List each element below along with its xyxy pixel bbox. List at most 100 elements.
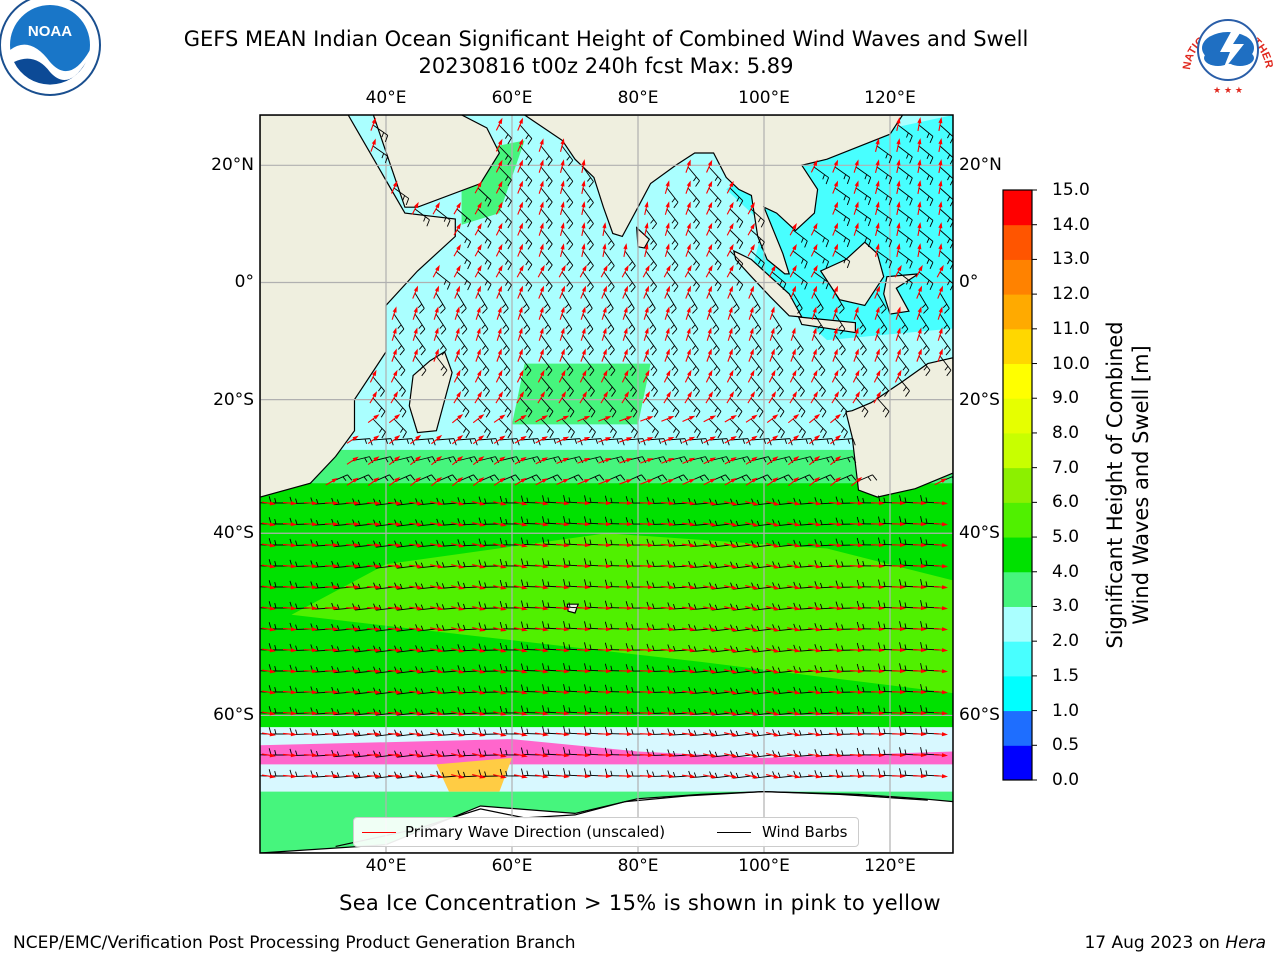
wind-barb-flag: [714, 197, 719, 203]
wind-barb-flag: [545, 328, 552, 335]
wave-direction-arrow: [474, 222, 482, 236]
wind-barb-flag: [714, 604, 718, 610]
wind-barb-flag: [405, 198, 410, 206]
wind-barb-flag: [630, 265, 636, 272]
wind-barb-flag: [274, 582, 277, 588]
wind-barb-flag: [840, 407, 845, 413]
wind-barb-flag: [652, 645, 655, 651]
wave-arrow-head: [917, 159, 922, 166]
wind-barb-flag: [400, 369, 406, 377]
wave-arrow-head: [875, 159, 880, 166]
wind-barb-staff: [834, 334, 846, 350]
wind-barb-flag: [545, 308, 551, 314]
wind-barb: [603, 418, 617, 439]
wind-barb-flag: [357, 520, 361, 526]
wind-barb-flag: [481, 324, 486, 329]
wind-barb-staff: [582, 355, 595, 371]
wind-barb-flag: [777, 541, 781, 547]
wind-barb: [813, 229, 829, 248]
wind-barb-staff: [397, 607, 416, 611]
wind-barb: [834, 418, 848, 439]
wind-barb-staff: [376, 544, 395, 548]
wave-direction-arrow: [538, 159, 544, 173]
wind-barb-flag: [507, 158, 512, 166]
wind-barb-flag: [888, 240, 893, 248]
wind-barb-staff: [729, 187, 744, 201]
wind-barb-flag: [507, 284, 512, 292]
wave-direction-arrow: [747, 223, 755, 236]
wind-barb-flag: [756, 772, 760, 778]
wind-barb-flag: [867, 240, 872, 248]
wave-direction-arrow: [874, 201, 880, 215]
wave-arrow-head: [938, 180, 943, 187]
wind-barb-staff: [834, 187, 850, 199]
wind-barb-flag: [714, 688, 718, 694]
wind-barb: [792, 376, 805, 397]
wind-barb-flag: [842, 411, 848, 418]
wind-barb-flag: [566, 219, 571, 224]
wind-barb-flag: [578, 474, 584, 481]
wind-barb-staff: [376, 586, 395, 590]
wind-barb-flag: [843, 431, 848, 439]
wind-barb-staff: [876, 355, 889, 371]
wind-barb-flag: [899, 558, 902, 566]
wind-barb-flag: [691, 324, 696, 329]
wind-barb-flag: [631, 624, 634, 630]
wind-barb: [708, 229, 722, 250]
wind-barb-flag: [650, 328, 657, 335]
wind-barb-flag: [798, 583, 802, 589]
wind-barb-staff: [540, 418, 554, 433]
wave-direction-arrow: [495, 222, 503, 236]
wind-barb-flag: [899, 768, 902, 776]
wind-barb-flag: [756, 520, 760, 526]
wind-barb: [813, 334, 825, 356]
wind-barb-staff: [477, 313, 489, 330]
wind-barb: [666, 271, 679, 293]
wind-barb-flag: [511, 457, 515, 463]
wind-barb-staff: [397, 544, 416, 548]
wind-barb-flag: [925, 518, 928, 524]
wind-barb: [456, 418, 470, 439]
wind-barb: [519, 250, 533, 271]
wind-barb: [582, 397, 596, 418]
wind-barb-staff: [397, 586, 416, 590]
wave-arrow-head: [477, 243, 482, 251]
wave-direction-arrow: [938, 201, 943, 216]
wind-barb-flag: [254, 750, 255, 755]
wind-barb: [771, 418, 785, 439]
wind-barb-flag: [736, 259, 740, 265]
wind-barb-flag: [672, 666, 676, 672]
wave-direction-arrow: [560, 201, 565, 215]
wind-barb-flag: [548, 411, 554, 418]
wind-barb-flag: [839, 308, 845, 314]
wave-direction-arrow: [370, 138, 376, 152]
wind-barb-staff: [897, 250, 913, 263]
wind-barb-flag: [566, 366, 571, 371]
wind-barb-flag: [777, 562, 781, 568]
wind-barb-flag: [567, 349, 573, 356]
wind-barb-staff: [414, 208, 430, 221]
wind-barb-flag: [568, 369, 574, 377]
wind-barb-flag: [797, 366, 802, 371]
wind-barb-flag: [547, 686, 550, 692]
wave-arrow-head: [938, 159, 943, 166]
wind-barb-flag: [906, 279, 909, 285]
wave-direction-arrow: [560, 159, 565, 173]
wind-barb-flag: [400, 428, 404, 433]
wind-barb-staff: [561, 271, 574, 287]
wind-barb-flag: [547, 518, 550, 524]
wind-barb: [687, 397, 701, 418]
wind-barb-flag: [248, 748, 250, 755]
wind-barb-flag: [753, 303, 759, 309]
wind-barb-flag: [506, 411, 512, 418]
wind-barb-flag: [816, 303, 822, 309]
wind-barb-flag: [904, 686, 907, 692]
wind-barb-flag: [733, 324, 738, 329]
wind-barb-flag: [520, 726, 524, 734]
wind-barb-staff: [376, 523, 395, 527]
wind-barb-flag: [467, 262, 472, 270]
wind-barb-flag: [568, 428, 572, 433]
wind-barb-flag: [527, 138, 533, 145]
wind-barb-flag: [674, 390, 679, 397]
wind-barb: [519, 334, 531, 356]
